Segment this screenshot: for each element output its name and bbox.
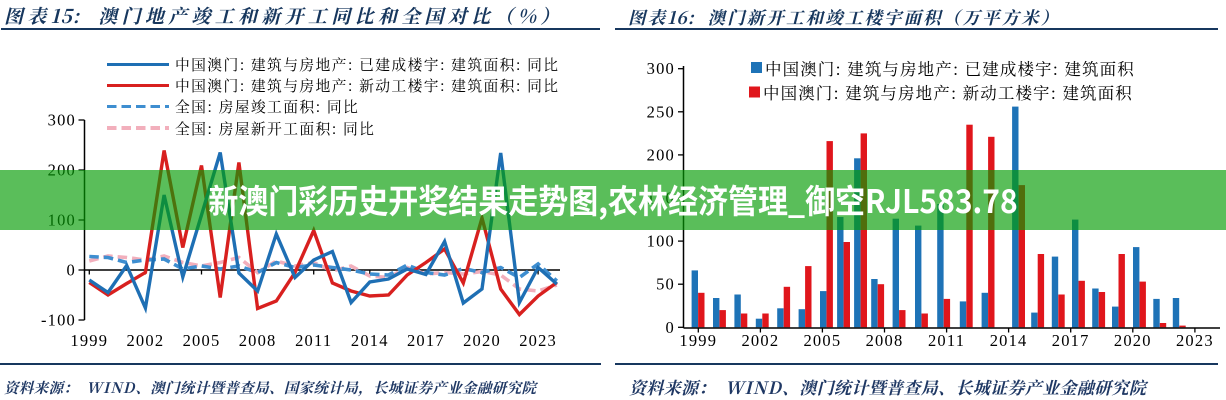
svg-text:2002: 2002 [126,331,164,350]
svg-text:1999: 1999 [70,331,108,350]
svg-text:2005: 2005 [183,331,221,350]
svg-text:0: 0 [666,318,675,337]
svg-text:2020: 2020 [463,331,501,350]
svg-text:300: 300 [647,59,675,78]
svg-text:2008: 2008 [239,331,277,350]
svg-text:50: 50 [656,275,675,294]
svg-text:2017: 2017 [407,331,445,350]
svg-text:2014: 2014 [990,331,1028,350]
svg-text:2017: 2017 [1052,331,1090,350]
svg-text:100: 100 [647,232,675,251]
svg-text:-100: -100 [41,311,76,330]
svg-text:2023: 2023 [519,331,557,350]
svg-text:2005: 2005 [803,331,841,350]
svg-text:300: 300 [48,111,76,130]
svg-text:2023: 2023 [1176,331,1214,350]
svg-text:2011: 2011 [928,331,965,350]
svg-text:1999: 1999 [679,331,717,350]
svg-text:2008: 2008 [866,331,904,350]
svg-text:2014: 2014 [351,331,389,350]
svg-text:0: 0 [67,261,76,280]
svg-text:2020: 2020 [1114,331,1152,350]
svg-text:200: 200 [647,145,675,164]
svg-text:2002: 2002 [741,331,779,350]
svg-text:2011: 2011 [295,331,332,350]
svg-text:250: 250 [647,102,675,121]
